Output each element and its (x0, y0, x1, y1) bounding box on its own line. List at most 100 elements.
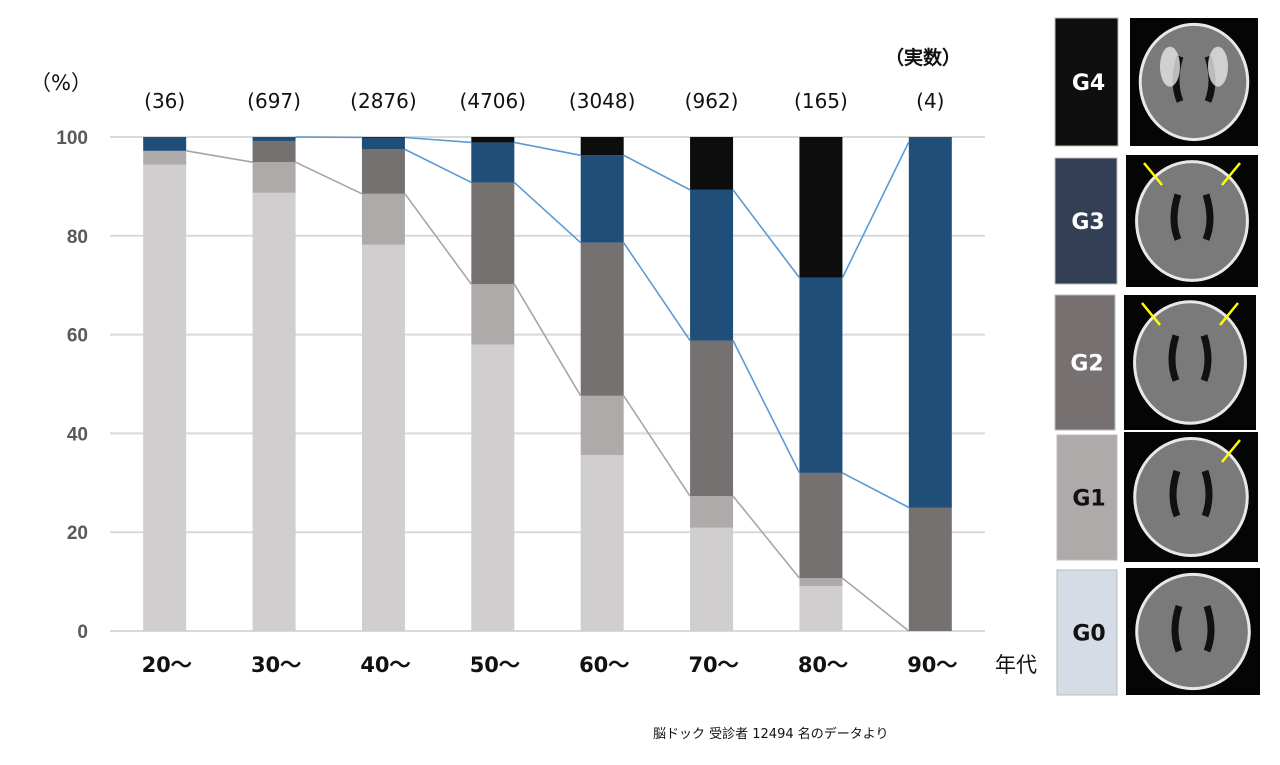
x-tick-label: 20〜 (142, 653, 192, 677)
connector-line-g1 (841, 577, 910, 632)
y-tick-label: 0 (77, 622, 88, 643)
legend-box-g3 (1054, 157, 1118, 285)
bar-segment-g2 (580, 242, 624, 396)
bar-segment-g1 (361, 193, 405, 245)
yellow-arrow-icon (1143, 162, 1163, 186)
bar-segment-g3 (361, 137, 405, 150)
bar-segment-g2 (471, 182, 515, 285)
bar-segment-g0 (799, 586, 843, 631)
x-tick-label: 80〜 (798, 653, 848, 677)
bar-segment-g4 (471, 137, 515, 143)
ventricle-icon (1170, 193, 1214, 241)
bar-segment-g3 (799, 277, 843, 473)
bar-segment-g2 (690, 340, 734, 497)
legend-label: G3 (1071, 210, 1104, 235)
bar-segment-g1 (580, 395, 624, 456)
yellow-arrow-icon (1221, 439, 1241, 463)
ventricle-icon (1171, 605, 1215, 653)
count-label: (4706) (460, 89, 527, 113)
count-label: (165) (794, 89, 848, 113)
x-axis-label: 年代 (995, 653, 1037, 677)
legend-box-g0 (1056, 569, 1118, 696)
bar-segment-g1 (252, 162, 296, 193)
y-tick-label: 60 (67, 326, 88, 347)
legend-box-g4 (1054, 17, 1119, 147)
legend-label: G2 (1070, 352, 1103, 377)
connector-line-g2 (513, 181, 582, 244)
bar-segment-g3 (690, 189, 734, 341)
y-tick-label: 100 (56, 128, 88, 149)
bar-segment-g0 (252, 192, 296, 631)
bar-segment-g3 (908, 137, 952, 508)
connector-line-g3 (404, 136, 472, 144)
connector-line-g1 (513, 283, 582, 397)
bar-segment-g3 (252, 137, 296, 141)
count-label: (697) (247, 89, 301, 113)
bar-segment-g2 (361, 149, 405, 194)
ventricle-icon (1169, 469, 1213, 518)
connector-line-g1 (404, 193, 472, 285)
x-tick-label: 50〜 (470, 653, 520, 677)
bar-segment-g4 (799, 137, 843, 278)
yellow-arrow-icon (1219, 302, 1239, 326)
brain-scan-icon (1135, 572, 1251, 691)
count-label: (36) (144, 89, 185, 113)
bar-segment-g3 (580, 155, 624, 243)
connector-line-g2 (404, 148, 472, 184)
bar-segment-g0 (143, 164, 187, 631)
bar-segment-g1 (143, 150, 187, 165)
bar-segment-g2 (799, 472, 843, 579)
bar-segment-g1 (690, 496, 734, 528)
source-note: 脳ドック 受診者 12494 名のデータより (653, 726, 889, 742)
connector-line-g3 (841, 141, 910, 279)
brain-scan-icon (1133, 300, 1247, 425)
legend-box-g1 (1056, 434, 1118, 561)
y-tick-label: 80 (67, 227, 88, 248)
connector-line-g1 (732, 495, 801, 579)
connector-line-g1 (186, 150, 253, 163)
legend-label: G0 (1072, 622, 1105, 647)
bar-segment-g4 (690, 137, 734, 190)
connector-line-g3 (623, 154, 691, 191)
bar-segment-g2 (252, 140, 296, 163)
count-label: (3048) (569, 89, 636, 113)
yellow-arrow-icon (1221, 162, 1241, 186)
bar-segment-g3 (143, 137, 187, 151)
connector-line-g1 (623, 395, 691, 497)
count-label: (2876) (350, 89, 417, 113)
brain-scan-icon (1133, 437, 1249, 557)
x-tick-label: 30〜 (251, 653, 301, 677)
x-tick-label: 90〜 (907, 653, 957, 677)
ventricle-icon (1168, 334, 1212, 382)
y-axis-label: （%） (30, 71, 92, 95)
y-tick-label: 20 (67, 523, 88, 544)
lesion-mark (1208, 46, 1228, 87)
legend-label: G1 (1072, 487, 1105, 512)
bar-segment-g0 (361, 244, 405, 631)
bar-segment-g4 (580, 137, 624, 156)
brain-scan-icon (1135, 160, 1249, 282)
brain-scan-icon (1138, 22, 1250, 142)
bar-segment-g0 (471, 344, 515, 631)
count-label: (4) (916, 89, 944, 113)
bar-segment-g1 (799, 578, 843, 587)
x-tick-label: 70〜 (688, 653, 738, 677)
lesion-mark (1160, 46, 1180, 87)
bar-segment-g2 (908, 507, 952, 631)
connector-line-g3 (732, 189, 801, 279)
x-tick-label: 60〜 (579, 653, 629, 677)
x-tick-label: 40〜 (360, 653, 410, 677)
connector-line-g2 (623, 242, 691, 341)
legend-label: G4 (1072, 71, 1105, 96)
connector-line-g2 (842, 472, 910, 509)
bar-segment-g1 (471, 284, 515, 345)
connector-line-g1 (295, 161, 363, 195)
yellow-arrow-icon (1141, 302, 1161, 326)
y-tick-label: 40 (67, 424, 88, 445)
count-label: (962) (685, 89, 739, 113)
legend-box-g2 (1054, 294, 1116, 431)
bar-segment-g0 (580, 455, 624, 631)
bar-segment-g3 (471, 142, 515, 183)
connector-line-g2 (732, 340, 801, 474)
